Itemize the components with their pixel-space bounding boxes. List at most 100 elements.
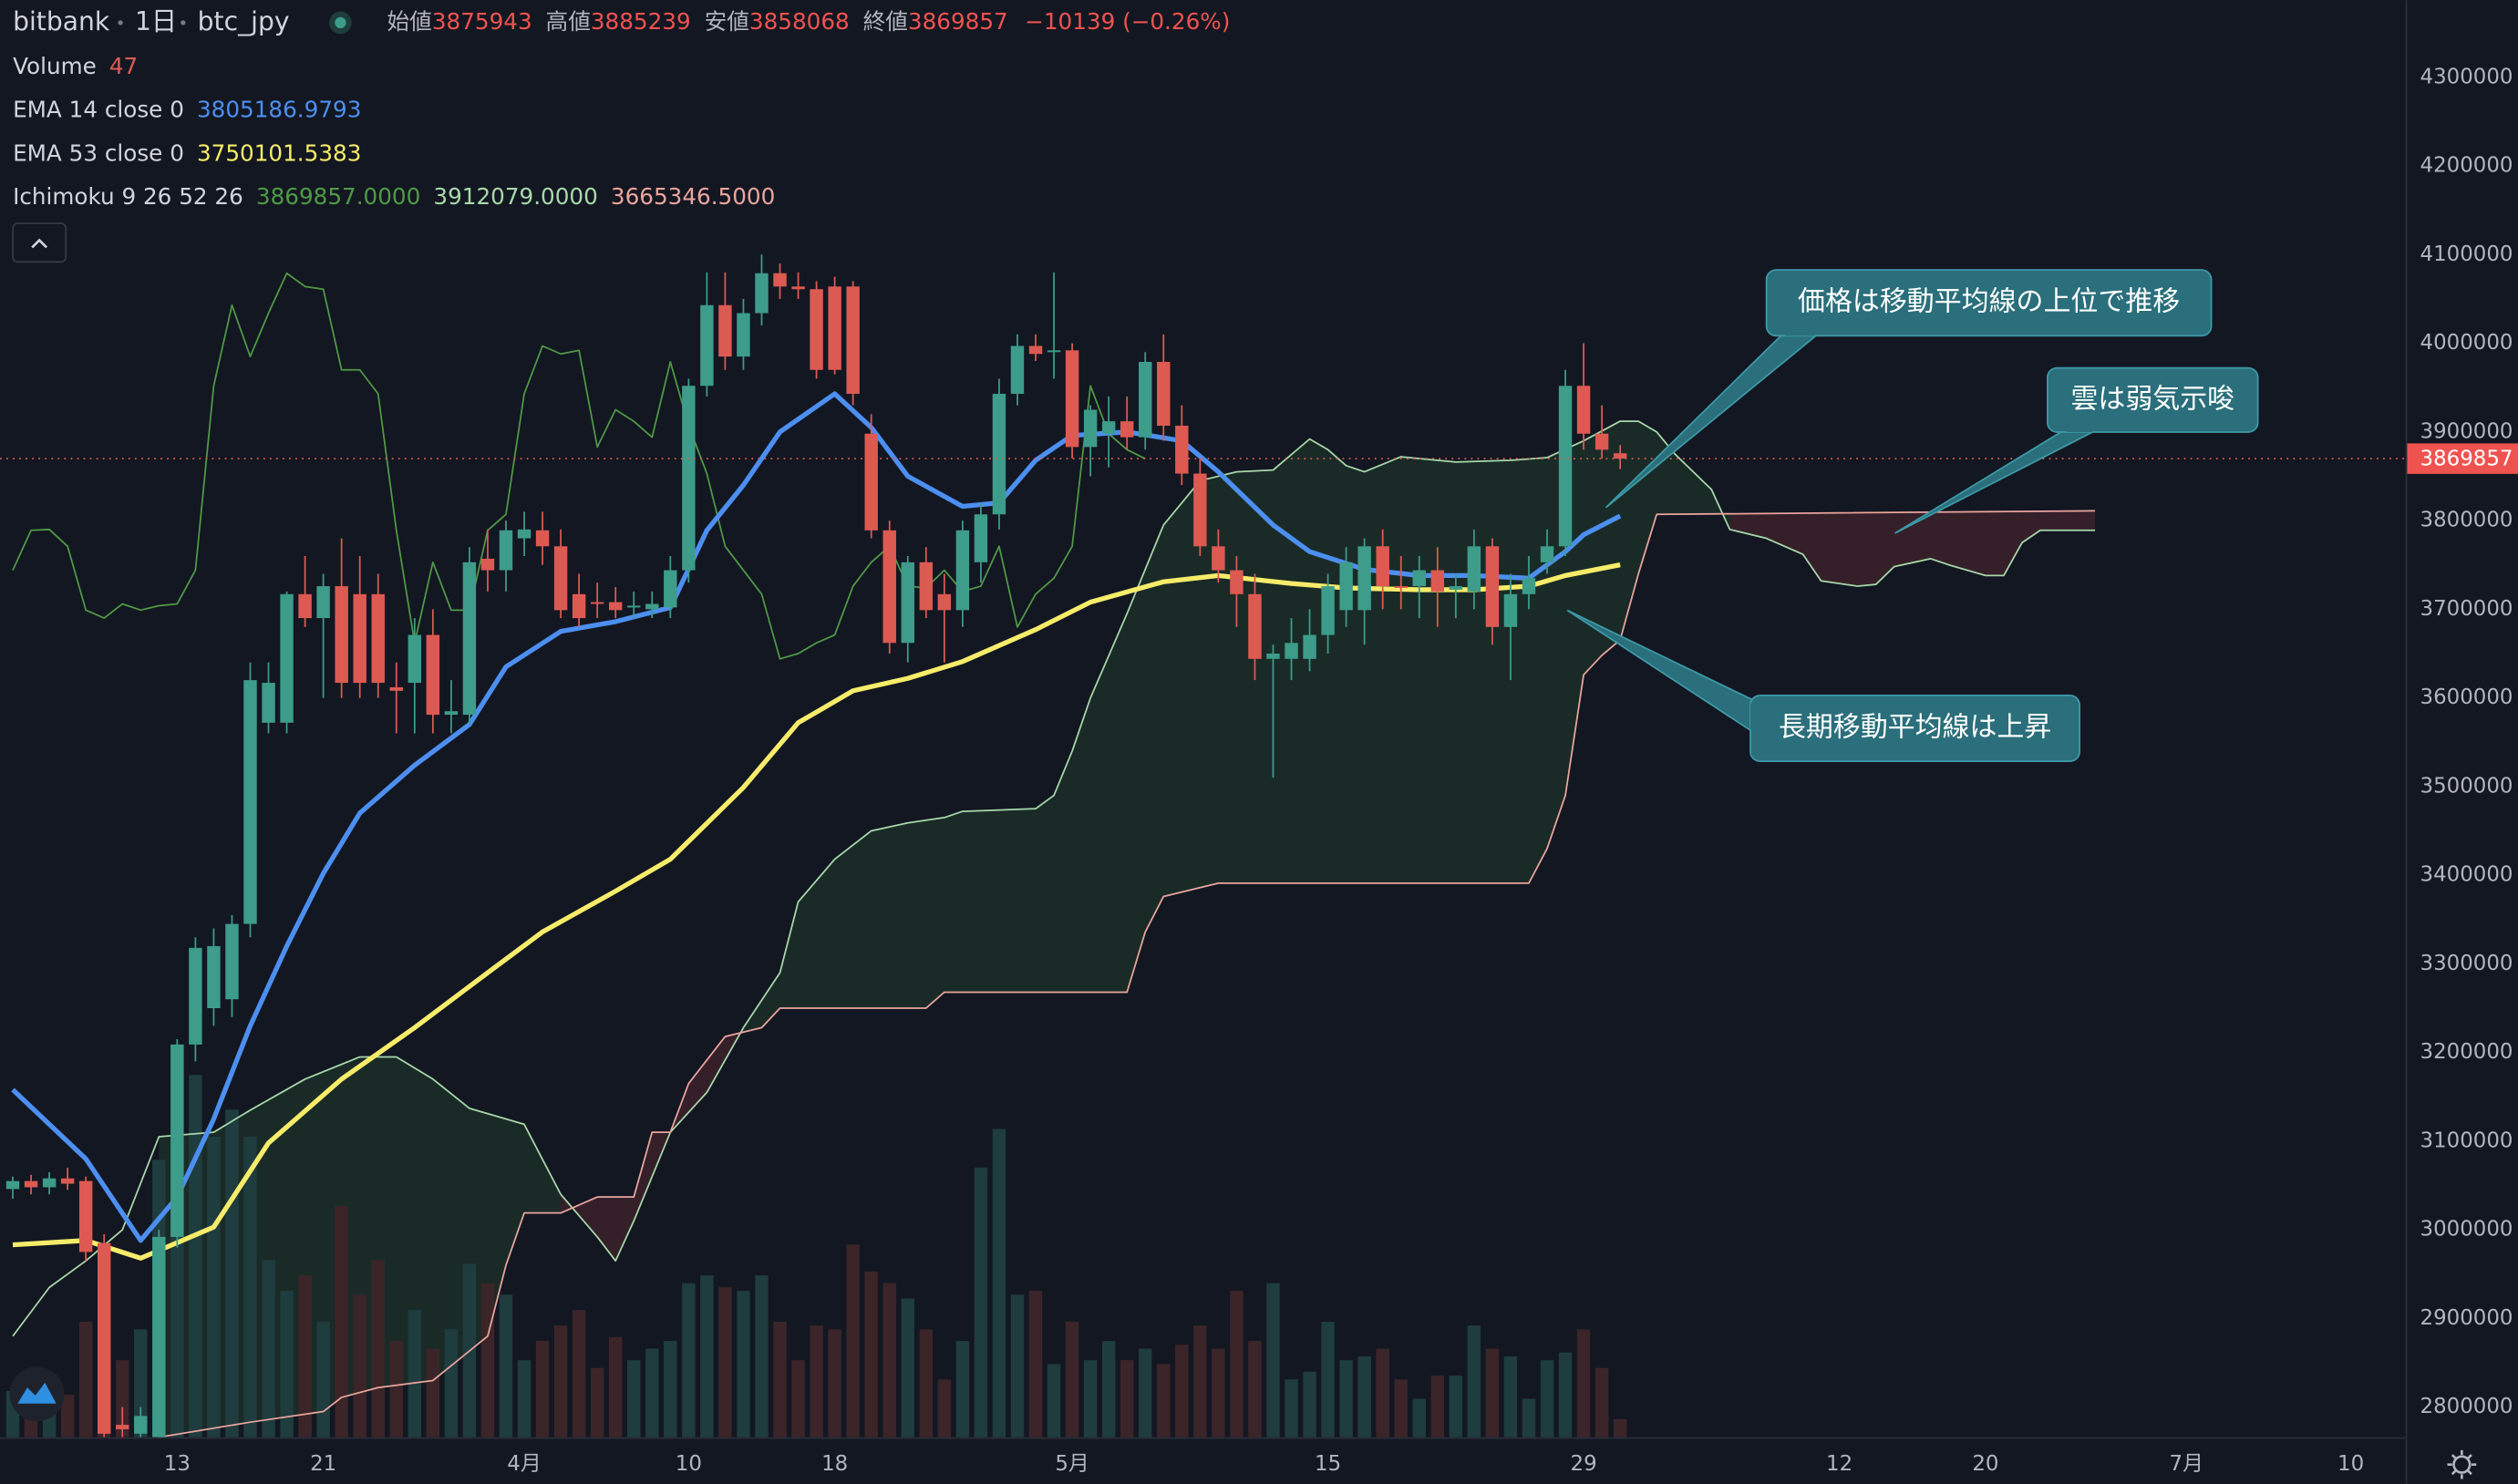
- y-tick-label: 3200000: [2420, 1040, 2513, 1064]
- callout-text: 長期移動平均線は上昇: [1779, 712, 2051, 744]
- candle-body: [97, 1242, 111, 1434]
- volume-bar: [1285, 1379, 1298, 1438]
- cloud-fill: [834, 830, 872, 1009]
- cloud-fill: [707, 1036, 726, 1093]
- volume-bar: [1558, 1352, 1573, 1438]
- volume-bar: [864, 1271, 878, 1438]
- volume-bar: [243, 1136, 257, 1438]
- volume-bar: [791, 1360, 805, 1438]
- candle-body: [1503, 593, 1518, 627]
- candle-body: [499, 530, 513, 571]
- legend-name: EMA 53 close 0: [13, 139, 184, 166]
- cloud-fill: [798, 859, 835, 1009]
- legend-value: 3750101.5383: [197, 139, 361, 166]
- volume-bar: [937, 1379, 952, 1438]
- volume-bar: [1248, 1341, 1262, 1438]
- button-frame[interactable]: [12, 222, 67, 263]
- cloud-fill: [962, 809, 1037, 993]
- cloud-fill: [396, 1056, 433, 1386]
- volume-bar: [1594, 1367, 1609, 1438]
- volume-bar: [1212, 1348, 1225, 1438]
- axes: 2800000 2900000 3000000 3100000 3200000 33000…: [164, 65, 2518, 1476]
- y-tick-label: 3700000: [2420, 597, 2513, 621]
- logo[interactable]: [9, 1366, 65, 1422]
- x-tick-label: 20: [1972, 1452, 1998, 1476]
- ohlc-value: 3875943: [432, 8, 532, 35]
- candle-body: [1157, 362, 1171, 427]
- legend-name: Ichimoku 9 26 52 26: [13, 183, 243, 210]
- candle-body: [1522, 578, 1536, 594]
- x-tick-label: 7月: [2170, 1452, 2203, 1476]
- candle-body: [170, 1044, 184, 1237]
- cloud-fill: [432, 1078, 470, 1381]
- ohlc-value: 3869857: [908, 8, 1008, 35]
- volume-bar: [1321, 1321, 1335, 1438]
- volume-bar: [1230, 1291, 1244, 1438]
- candle-body: [1266, 653, 1280, 659]
- cloud-fill: [1675, 454, 1712, 515]
- volume-bar: [1394, 1379, 1408, 1438]
- candle-body: [1485, 546, 1500, 627]
- volume-bar: [116, 1360, 129, 1438]
- volume-bar: [1083, 1360, 1098, 1438]
- candle-body: [371, 593, 385, 684]
- y-tick-label: 3000000: [2420, 1218, 2513, 1242]
- volume-bar: [608, 1336, 623, 1438]
- candle-body: [134, 1416, 148, 1434]
- candle-body: [408, 634, 422, 684]
- legend-value: 3869857.0000: [256, 183, 420, 210]
- candle-body: [974, 514, 988, 562]
- candle-body: [78, 1180, 93, 1252]
- candle-body: [718, 304, 732, 357]
- callout-text: 価格は移動平均線の上位で推移: [1798, 286, 2180, 318]
- candle-body: [919, 562, 934, 611]
- separator-dot: [181, 20, 186, 26]
- y-tick-label: 3800000: [2420, 509, 2513, 532]
- callout-box: [2047, 366, 2259, 433]
- status-icon: [335, 16, 346, 29]
- y-tick-label: 3600000: [2420, 685, 2513, 709]
- candle-body: [316, 586, 330, 619]
- candle-body: [955, 530, 970, 611]
- volume-bar: [134, 1329, 148, 1438]
- collapse-button[interactable]: [12, 222, 67, 263]
- volume-bar: [901, 1298, 914, 1438]
- volume-bar: [1485, 1348, 1500, 1438]
- candle-body: [1047, 350, 1061, 353]
- volume-bar: [78, 1321, 93, 1438]
- settings-button[interactable]: [2447, 1449, 2477, 1479]
- cloud-fill: [925, 817, 944, 1009]
- cloud-fill: [1309, 438, 1328, 883]
- volume-bar: [846, 1244, 860, 1438]
- gear-icon[interactable]: [2452, 1455, 2472, 1474]
- gear-icon[interactable]: [2447, 1449, 2477, 1479]
- volume-bar: [1376, 1348, 1389, 1438]
- y-tick-label: 3500000: [2420, 774, 2513, 798]
- volume-bar: [664, 1341, 677, 1438]
- candle-body: [1065, 350, 1079, 448]
- legend-ichimoku: Ichimoku 9 26 52 26 3869857.0000 3912079.0…: [13, 183, 775, 210]
- logo-icon[interactable]: [17, 1382, 57, 1404]
- candle-body: [116, 1425, 129, 1429]
- volume-bar: [645, 1348, 659, 1438]
- volume-bar: [700, 1275, 714, 1438]
- callout-text: 雲は弱気示唆: [2070, 383, 2234, 415]
- volume-bar: [1101, 1341, 1116, 1438]
- volume-bar: [1576, 1329, 1591, 1438]
- ohlc-value: 3858068: [749, 8, 850, 35]
- volume-bar: [1503, 1355, 1518, 1438]
- x-tick-label: 15: [1315, 1452, 1341, 1476]
- cloud-fill: [1327, 449, 1347, 883]
- chevron-icon[interactable]: [31, 238, 48, 249]
- legend-name: Volume: [13, 53, 97, 79]
- cloud-fill: [1145, 524, 1164, 933]
- last-price-box: [2407, 443, 2518, 474]
- candle-body: [1303, 634, 1316, 659]
- candle-body: [937, 593, 952, 611]
- volume-bar: [974, 1167, 988, 1438]
- candle-body: [627, 605, 641, 608]
- cloud-fill: [1163, 480, 1201, 897]
- volume-bar: [1613, 1418, 1627, 1438]
